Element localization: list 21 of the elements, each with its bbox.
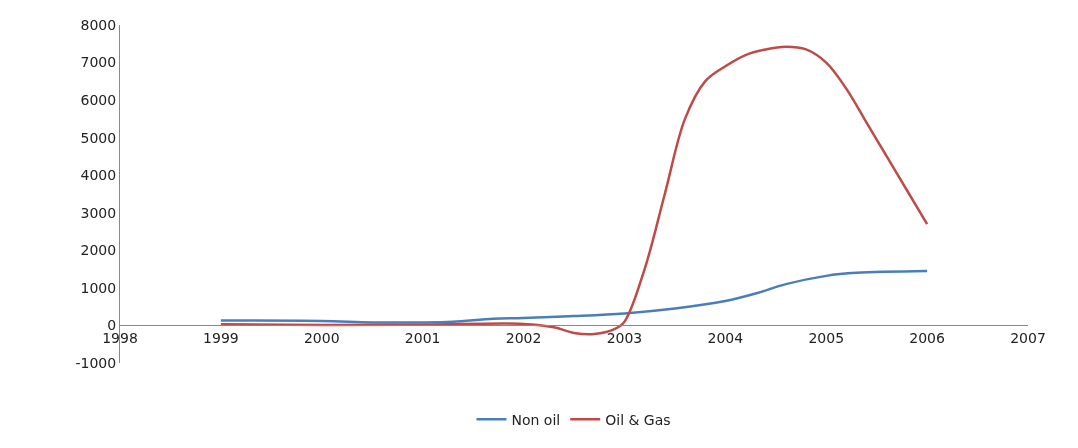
- x-tick-label: 2003: [606, 330, 643, 347]
- y-tick-label: -1000: [75, 354, 117, 371]
- line-series: [219, 269, 929, 324]
- y-tick-label: 1000: [80, 279, 117, 296]
- x-tick-label: 2005: [808, 330, 845, 347]
- x-tick-label: 2006: [909, 330, 946, 347]
- y-tick-label: 8000: [80, 16, 117, 33]
- y-tick-label: 3000: [80, 204, 117, 221]
- x-tick-label: 2002: [505, 330, 542, 347]
- y-tick-label: 7000: [80, 54, 117, 71]
- legend-label: Oil & Gas: [605, 411, 671, 428]
- legend-label: Non oil: [511, 411, 561, 428]
- y-tick-label: 4000: [80, 167, 117, 184]
- y-tick-label: 6000: [80, 92, 117, 109]
- x-tick-label: 2004: [707, 330, 744, 347]
- x-tick-label: 2001: [404, 330, 441, 347]
- y-tick-label: 2000: [80, 242, 117, 259]
- x-tick-label: 2007: [1010, 330, 1046, 347]
- x-tick-label: 1999: [203, 330, 239, 347]
- x-tick-label: 2000: [303, 330, 340, 347]
- y-tick-label: 5000: [80, 129, 117, 146]
